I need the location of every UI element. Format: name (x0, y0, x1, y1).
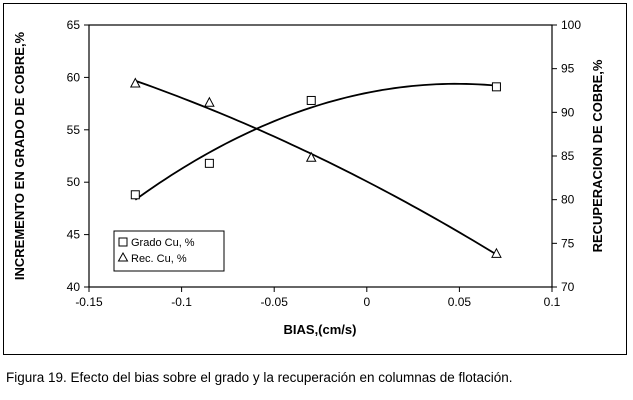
data-point-grado-cu (204, 158, 214, 168)
data-point-rec-cu (204, 96, 215, 107)
y-left-tick-label: 65 (67, 18, 81, 32)
y-left-tick-label: 45 (67, 228, 81, 242)
y-left-tick-label: 50 (67, 175, 81, 189)
y-right-tick-label: 75 (561, 236, 575, 250)
data-point-rec-cu (491, 247, 502, 258)
y-left-tick-label: 55 (67, 123, 81, 137)
y-left-tick-label: 40 (67, 280, 81, 294)
x-axis-title: BIAS,(cm/s) (284, 322, 357, 337)
y-left-tick-label: 60 (67, 70, 81, 84)
legend-label-rec: Rec. Cu, % (131, 253, 187, 265)
y-axis-title-right: RECUPERACION DE COBRE,% (590, 59, 605, 252)
figure-frame (3, 3, 627, 355)
legend: Grado Cu, % Rec. Cu, % (113, 230, 225, 272)
y-right-tick-label: 70 (561, 280, 575, 294)
data-point-rec-cu (129, 77, 141, 88)
y-right-tick-label: 90 (561, 105, 575, 119)
data-point-grado-cu (491, 82, 501, 92)
x-tick-label: -0.1 (171, 295, 192, 309)
y-right-tick-label: 80 (561, 193, 575, 207)
legend-triangle-icon (117, 251, 129, 262)
trendline-rec-cu (134, 79, 497, 256)
chart: -0.15 -0.1 -0.05 0 0.05 0.1 40 45 50 55 60 65 70 75 80… (12, 18, 605, 337)
x-tick-label: 0.05 (448, 295, 472, 309)
y-right-tick-label: 85 (561, 149, 575, 163)
x-tick-label: 0 (363, 295, 370, 309)
y-axis-title-left: INCREMENTO EN GRADO DE COBRE,% (12, 31, 27, 280)
trend-layer (134, 79, 497, 256)
legend-square-icon (118, 237, 128, 247)
legend-box (113, 230, 225, 272)
trendline-grado-cu (134, 82, 497, 201)
x-tick-label: -0.15 (75, 295, 103, 309)
x-tick-label: -0.05 (261, 295, 289, 309)
data-point-grado-cu (130, 190, 140, 200)
points-layer (129, 77, 502, 258)
ticks-layer: -0.15 -0.1 -0.05 0 0.05 0.1 40 45 50 55 60 65 70 75 80… (67, 18, 582, 309)
y-right-tick-label: 95 (561, 62, 575, 76)
y-right-tick-label: 100 (561, 18, 581, 32)
legend-label-grado: Grado Cu, % (131, 237, 195, 249)
data-point-grado-cu (306, 95, 316, 105)
figure-caption: Figura 19. Efecto del bias sobre el grad… (6, 370, 513, 385)
data-point-rec-cu (305, 151, 317, 162)
x-tick-label: 0.1 (544, 295, 561, 309)
